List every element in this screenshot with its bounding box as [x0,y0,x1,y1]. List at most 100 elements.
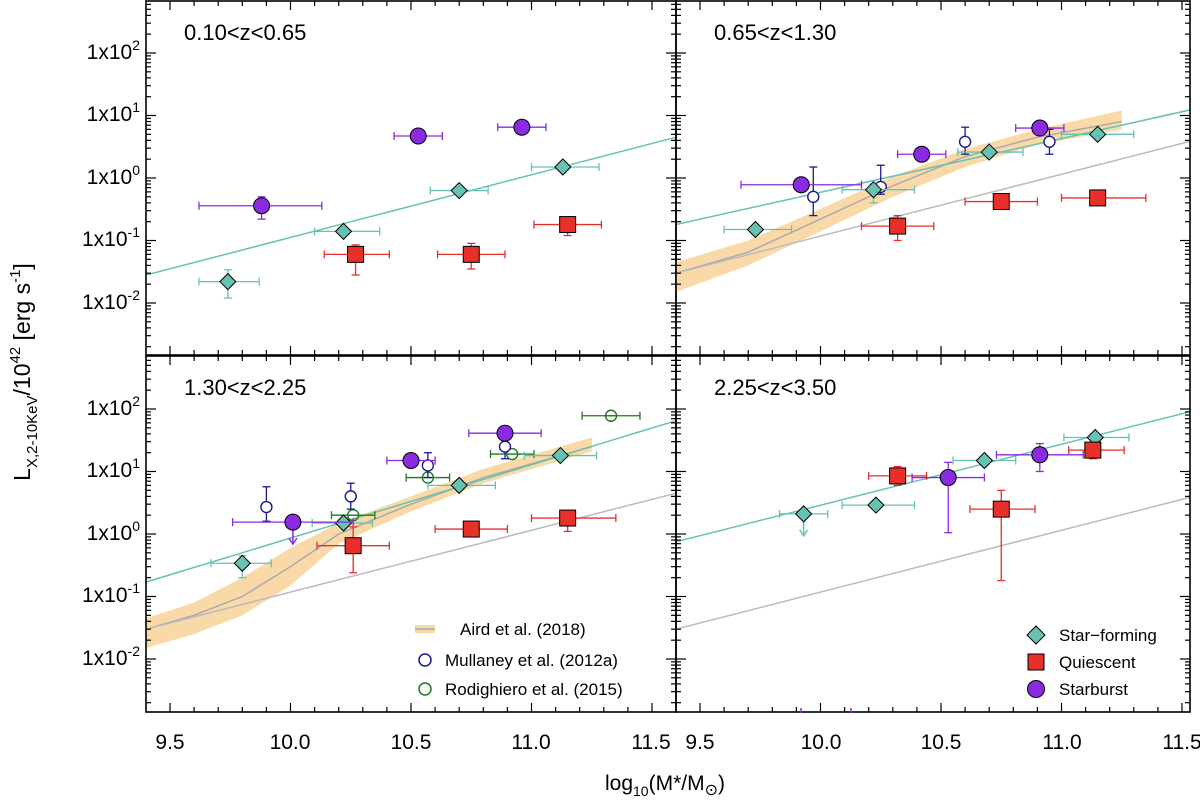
starburst-point [284,513,302,531]
mullaney-point [1043,135,1056,148]
main-sequence-line [676,109,1190,226]
quiescent-point [1089,189,1107,207]
star-forming-point-upper-limit-arrow [799,529,809,538]
plot-area [146,409,676,648]
y-tick-label: 1x102 [87,37,141,64]
main-sequence-line [146,419,676,583]
starburst-point [1031,119,1049,137]
star-forming-point [1088,125,1107,144]
y-tick-label: 1x10-1 [82,580,140,607]
quiescent-point [462,245,480,263]
mullaney-point [344,490,357,503]
aird-line [146,445,592,630]
reference-line [676,496,1190,630]
star-forming-point [450,181,468,200]
star-forming-point [334,222,353,241]
reference-line [146,492,676,630]
quiescent-point [992,193,1010,211]
plot-area [676,410,1190,630]
quiescent-point [462,520,480,538]
mullaney-point [498,440,512,453]
star-forming-point [864,180,883,199]
main-sequence-line [146,136,676,276]
panel-title: 0.65<z<1.30 [714,20,836,45]
y-tick-label: 1x102 [87,393,141,420]
quiescent-point [889,217,907,235]
legend-star-forming-label: Star−forming [1059,626,1157,645]
aird-band [146,437,592,648]
x-tick-label: 11.5 [631,731,670,754]
panel-title: 2.25<z<3.50 [714,375,836,400]
aird-line [676,120,1122,274]
star-forming-point [794,505,813,523]
starburst-point [496,424,514,442]
legend-starburst-marker [1027,680,1045,698]
y-tick-label: 1x101 [87,455,141,482]
rodighiero-point [506,447,519,461]
legend-rodighiero-marker [418,682,432,696]
x-tick-labels-right: 9.5 10.0 10.5 11.0 11.5 [685,731,1200,754]
quiescent-point [992,500,1010,518]
quiescent-point [347,245,365,263]
panel-title: 0.10<z<0.65 [184,20,306,45]
legend-quiescent-marker [1027,653,1045,671]
plot-area [146,118,676,299]
panel: 0.65<z<1.30 [675,0,1191,356]
axis-ticks [146,1,676,355]
quiescent-point [889,467,907,485]
x-tick-label: 9.5 [685,731,714,754]
rodighiero-point [604,409,618,422]
legend-rodighiero-label: Rodighiero et al. (2015) [445,680,623,699]
x-tick-labels-left: 9.5 10.0 10.5 11.0 11.5 [155,731,670,754]
y-axis-label: LX,2-10KeV/1042 [erg s-1] [7,263,41,481]
legend-quiescent-label: Quiescent [1059,653,1136,672]
axis-ticks [146,356,676,712]
mullaney-point [260,500,273,514]
axis-ticks [676,1,1190,355]
star-forming-point [554,158,572,176]
starburst-point [253,197,271,215]
main-sequence-line [676,410,1190,543]
star-forming-point [334,514,353,532]
quiescent-point [1084,441,1102,459]
starburst-point [513,118,531,136]
panels: 0.10<z<0.65 0.65<z<1.30 1.30<z<2.25 2.25<z<… [145,0,1191,713]
starburst-point [913,145,931,163]
mullaney-point [421,459,435,472]
x-tick-label: 9.5 [155,731,184,754]
y-tick-label: 1x10-2 [82,287,140,314]
mullaney-point [807,190,820,204]
legend-mullaney-marker [418,653,432,667]
y-tick-label: 1x10-2 [82,643,140,670]
starburst-point-upper-limit-arrow [288,537,298,546]
y-tick-label: 1x100 [87,518,141,545]
x-tick-label: 11.5 [1162,731,1200,754]
star-forming-point [867,496,885,514]
legend-literature: Aird et al. (2018) Mullaney et al. (2012… [415,620,623,699]
x-tick-label: 11.0 [511,731,550,754]
x-tick-label: 10.5 [391,731,432,754]
star-forming-point [746,220,765,239]
x-axis-label: log10(M*/M⊙) [605,772,725,799]
legend-mullaney-label: Mullaney et al. (2012a) [445,651,618,670]
reference-line [676,140,1190,274]
star-forming-point [450,476,468,495]
starburst-point [1031,446,1049,464]
star-forming-point [551,446,570,465]
panel-frame [145,0,677,356]
legend-star-forming-marker [1026,625,1046,645]
y-tick-labels-top: 1x10-2 1x10-1 1x100 1x101 1x102 [82,37,140,314]
x-tick-label: 10.0 [270,731,311,754]
y-tick-label: 1x10-1 [82,224,140,251]
starburst-point [402,451,420,469]
x-tick-label: 11.0 [1042,731,1081,754]
panel: 1.30<z<2.25 [145,355,677,713]
star-forming-point [980,143,998,161]
legend-aird-swatch [415,625,435,633]
panel-title: 1.30<z<2.25 [184,375,306,400]
y-tick-label: 1x101 [87,99,141,126]
quiescent-point [344,537,362,555]
star-forming-point [233,554,252,572]
legend-classes: Star−forming Quiescent Starburst [1026,625,1157,699]
